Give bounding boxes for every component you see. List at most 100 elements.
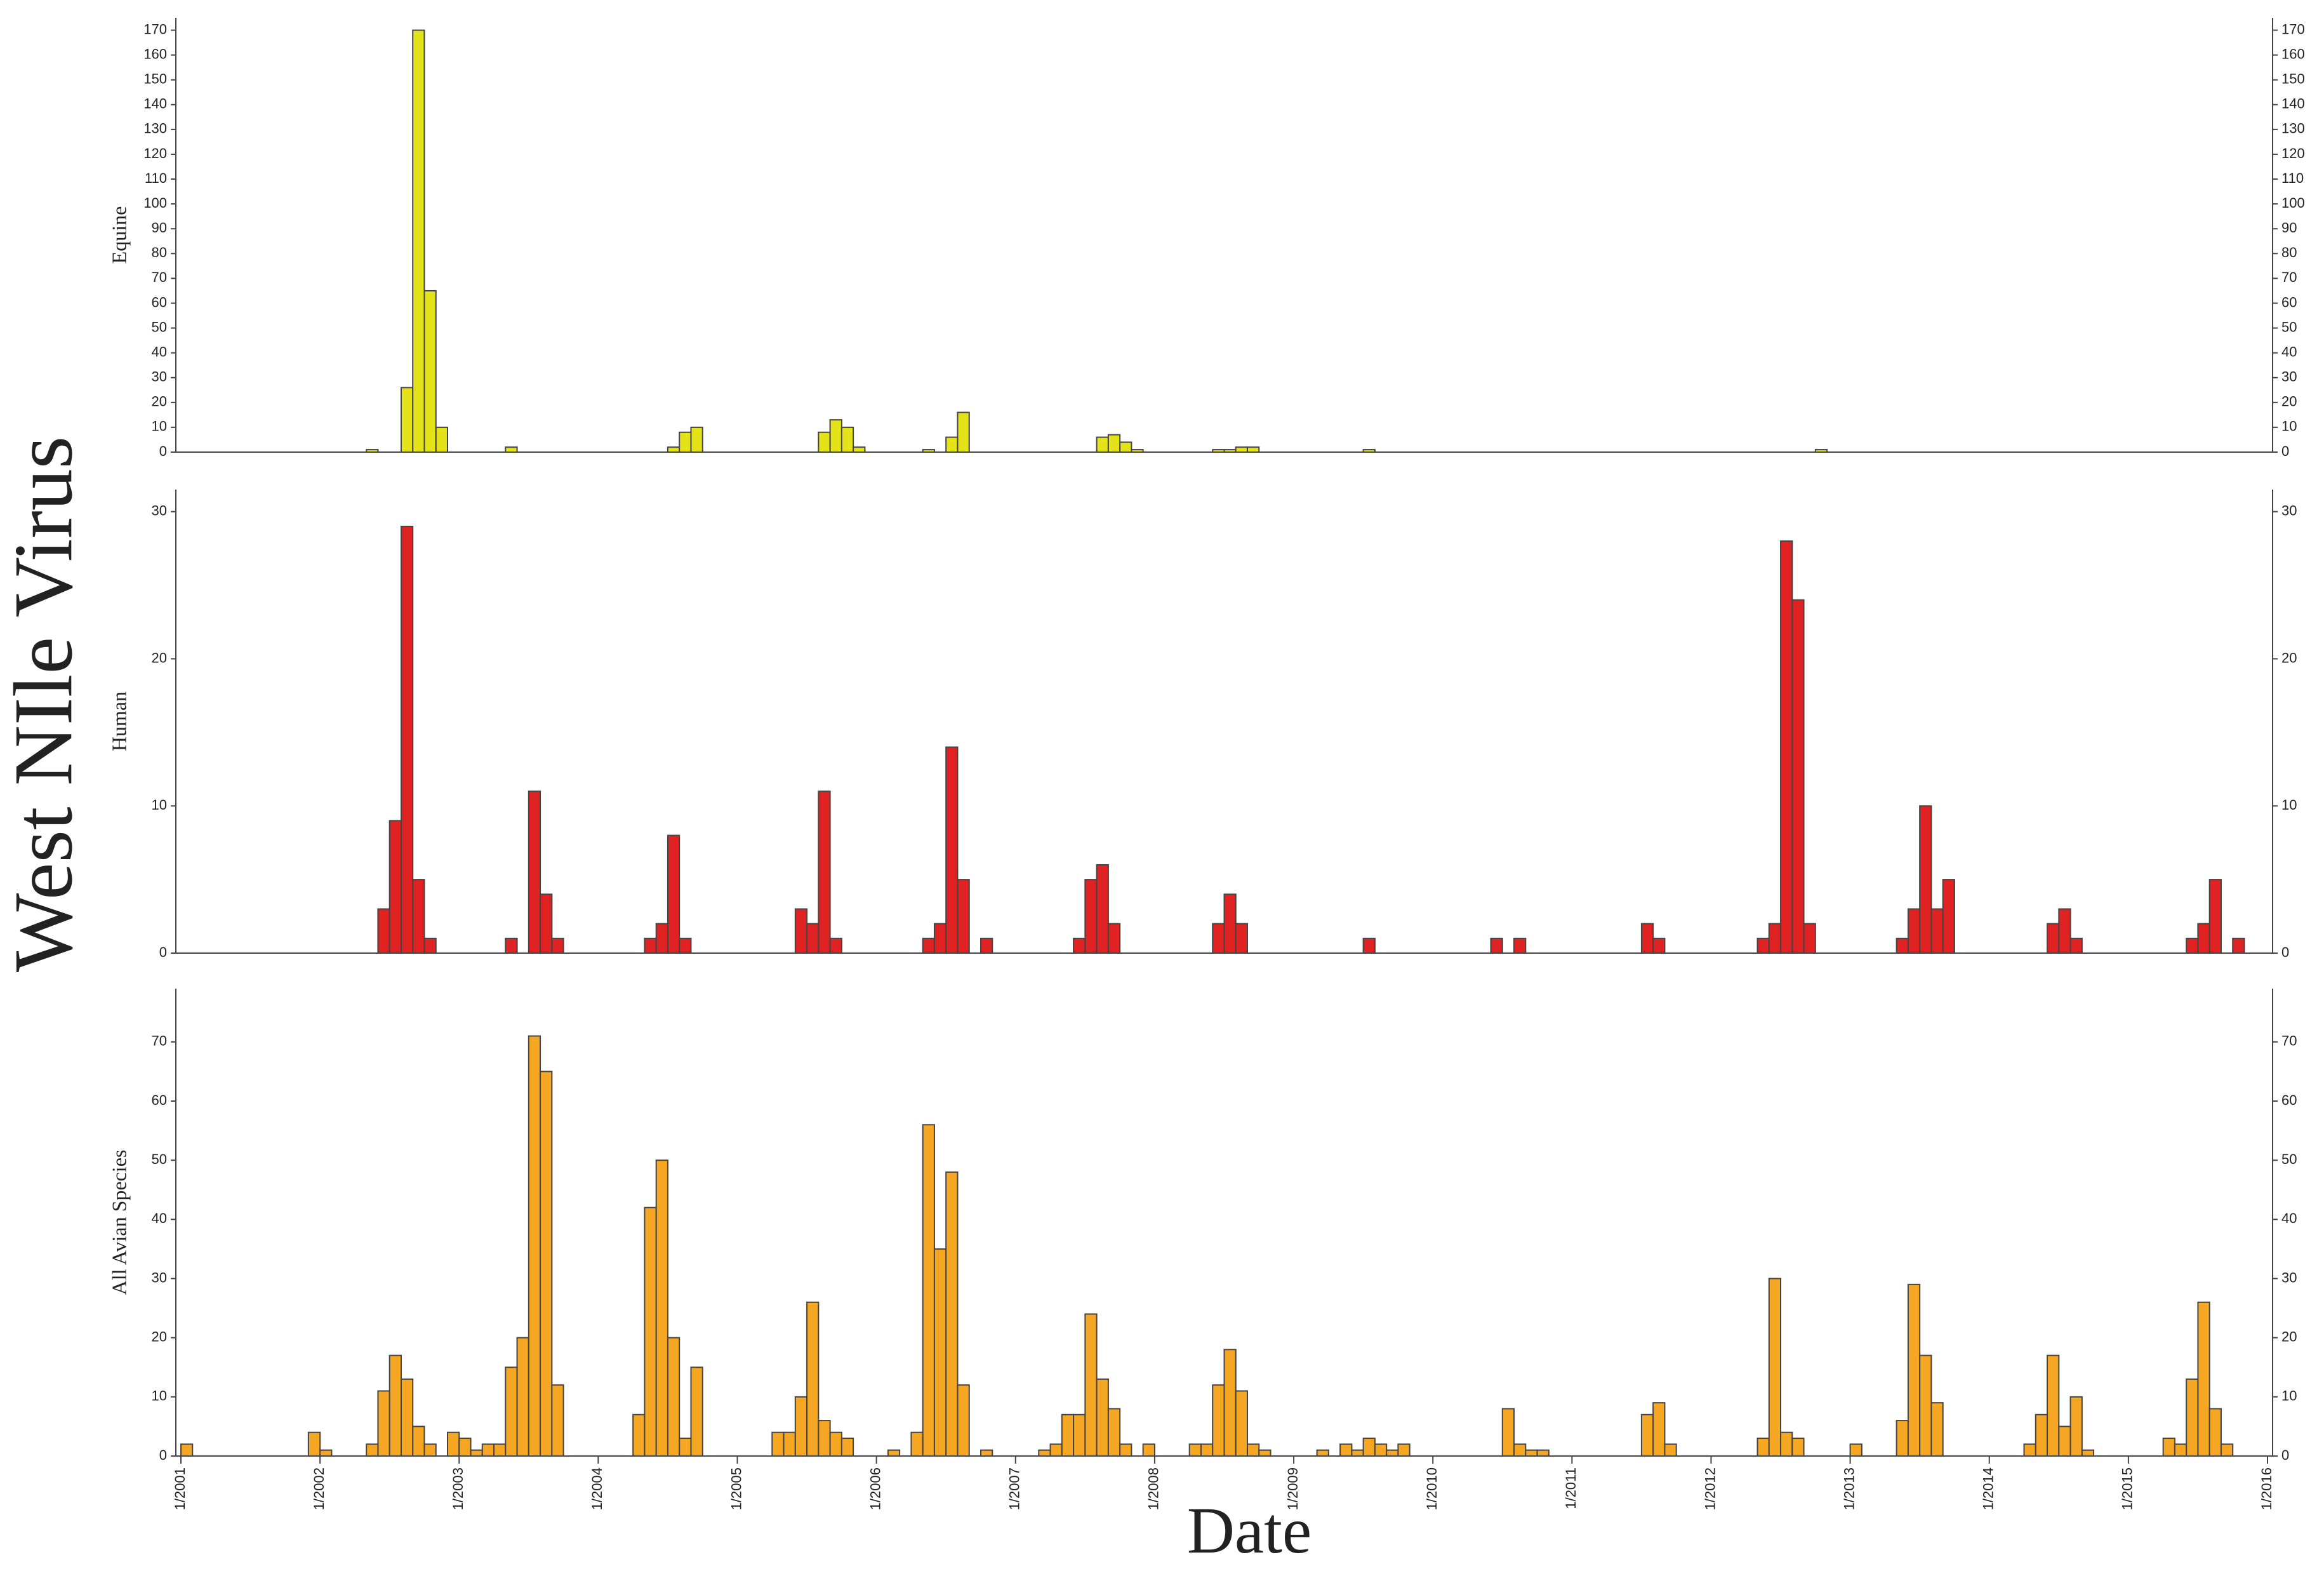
bar [1652, 1402, 1666, 1457]
y-tick-label: 40 [152, 344, 167, 359]
y-tick-label: 0 [2281, 443, 2289, 459]
bar [667, 1337, 681, 1457]
bar [388, 820, 402, 954]
bar [933, 923, 947, 954]
bar [1791, 1438, 1805, 1457]
bar [783, 1431, 796, 1457]
bar [771, 1431, 785, 1457]
bar [1362, 449, 1376, 453]
y-tick-label: 10 [152, 418, 167, 434]
bar [1640, 923, 1654, 954]
y-tick-label: 70 [152, 1033, 167, 1049]
bar [806, 1301, 820, 1457]
bar [1247, 446, 1260, 453]
y-tick-label: 50 [2281, 319, 2297, 335]
y-tick-label: 20 [2281, 650, 2297, 665]
y-tick-label: 150 [2281, 71, 2305, 87]
bar [388, 1354, 402, 1457]
bar [2162, 1438, 2175, 1457]
y-tick-label: 0 [159, 443, 167, 459]
bar [1849, 1443, 1863, 1457]
bar [1223, 449, 1237, 453]
y-tick-label: 100 [143, 195, 167, 211]
bar [945, 1171, 959, 1457]
y-tick-label: 40 [2281, 1210, 2297, 1226]
y-tick-label: 140 [143, 96, 167, 112]
bar [1664, 1443, 1677, 1457]
bar [667, 834, 681, 954]
bar [1896, 1420, 1909, 1457]
bar [840, 426, 854, 453]
y-tick-label: 70 [2281, 269, 2297, 285]
bar [412, 879, 425, 954]
y-tick-label: 60 [152, 294, 167, 310]
y-tick-label: 90 [152, 220, 167, 236]
bar [319, 1449, 333, 1457]
bar [690, 426, 703, 453]
x-tick-label: 1/2004 [589, 1467, 605, 1510]
bar [840, 1438, 854, 1457]
bar [2197, 1301, 2210, 1457]
bar [794, 1396, 808, 1457]
chart-title: West NIle Virus [0, 436, 90, 972]
bar [1525, 1449, 1538, 1457]
bar [528, 791, 541, 954]
bar [423, 937, 437, 954]
bar [1212, 923, 1225, 954]
y-tick-label: 120 [143, 145, 167, 161]
y-tick-label: 10 [2281, 797, 2297, 813]
bar [1362, 1438, 1376, 1457]
x-tick-label: 1/2009 [1285, 1467, 1301, 1510]
bar [180, 1443, 194, 1457]
x-tick-label: 1/2001 [172, 1467, 188, 1510]
bar [1780, 1431, 1793, 1457]
y-tick-label: 20 [152, 650, 167, 665]
bar [1930, 1402, 1944, 1457]
x-tick-label: 1/2013 [1841, 1467, 1857, 1510]
x-tick-label: 1/2014 [1981, 1467, 1996, 1510]
bar [516, 1337, 529, 1457]
y-tick-label: 0 [159, 944, 167, 960]
bar [1096, 1378, 1109, 1457]
bar [806, 923, 820, 954]
bar [2208, 1408, 2222, 1457]
y-tick-label: 30 [152, 1269, 167, 1285]
bar [1919, 805, 1932, 954]
bar [1907, 1283, 1921, 1457]
y-tick-label: 60 [152, 1092, 167, 1108]
bar [980, 1449, 993, 1457]
bar [957, 879, 970, 954]
bar [551, 937, 564, 954]
y-tick-label: 30 [2281, 503, 2297, 519]
bar [505, 446, 518, 453]
bar [1652, 937, 1666, 954]
y-tick-label: 20 [2281, 394, 2297, 410]
bar [1247, 1443, 1260, 1457]
bar [1339, 1443, 1353, 1457]
bar [818, 791, 831, 954]
bar [528, 1035, 541, 1457]
bar [1049, 1443, 1063, 1457]
y-axis-label: Human [107, 691, 130, 751]
bar [540, 893, 553, 954]
y-tick-label: 160 [143, 46, 167, 62]
bar [1814, 449, 1828, 453]
y-tick-label: 30 [152, 503, 167, 519]
x-tick-label: 1/2005 [728, 1467, 744, 1510]
y-tick-label: 100 [2281, 195, 2305, 211]
bar [945, 746, 959, 954]
bar [1907, 908, 1921, 954]
bar [2232, 937, 2245, 954]
y-tick-label: 60 [2281, 1092, 2297, 1108]
y-tick-label: 170 [143, 21, 167, 37]
bar [2208, 879, 2222, 954]
bar [1780, 540, 1793, 954]
bar [2035, 1413, 2048, 1457]
bar [1142, 1443, 1155, 1457]
bar [412, 29, 425, 453]
bar [1223, 893, 1237, 954]
x-tick-label: 1/2007 [1007, 1467, 1023, 1510]
y-tick-label: 60 [2281, 294, 2297, 310]
bar [1756, 937, 1770, 954]
bar [366, 449, 379, 453]
